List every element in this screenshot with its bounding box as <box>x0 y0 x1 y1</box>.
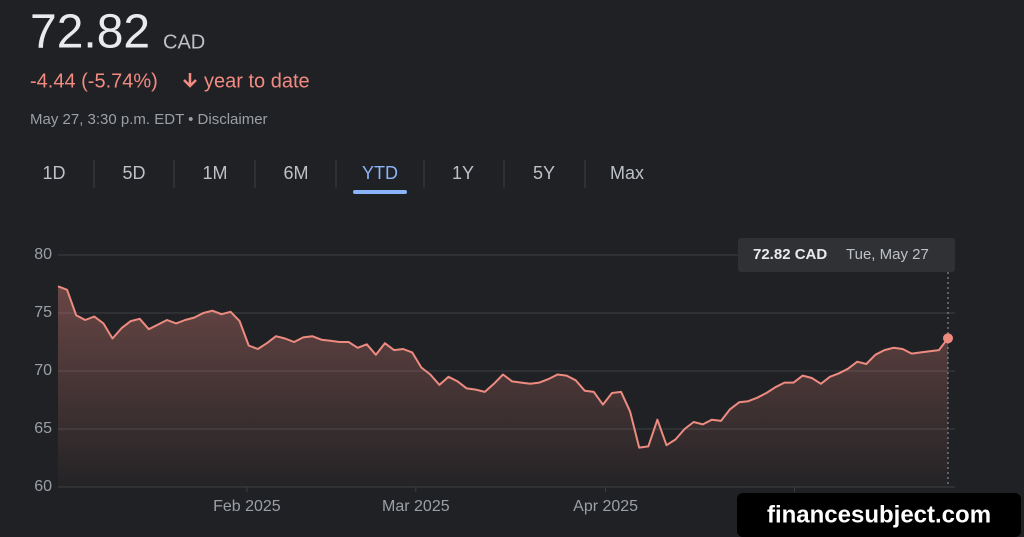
tab[interactable]: Max <box>610 163 644 183</box>
x-tick-label: Apr 2025 <box>573 498 638 515</box>
last-point <box>943 333 953 344</box>
tooltip-box <box>738 238 955 272</box>
tab[interactable]: 5D <box>122 163 145 183</box>
period: year to date <box>204 70 310 92</box>
tab[interactable]: 5Y <box>533 163 555 183</box>
down-arrow <box>183 73 197 88</box>
change: -4.44 (-5.74%) <box>30 70 158 92</box>
price-line <box>57 285 949 449</box>
tab[interactable]: 1Y <box>452 163 474 183</box>
watermark: financesubject.com <box>767 501 991 528</box>
x-tick-label: Feb 2025 <box>213 498 281 515</box>
y-tick-label: 60 <box>34 478 52 495</box>
tooltip: 72.82 CAD Tue, May 27 <box>738 238 955 272</box>
tab-underline <box>353 190 407 194</box>
tab[interactable]: 1D <box>42 163 65 183</box>
tooltip-date: Tue, May 27 <box>846 246 929 263</box>
tooltip-price: 72.82 CAD <box>753 246 827 263</box>
timestamp: May 27, 3:30 p.m. EDT • Disclaimer <box>30 111 268 128</box>
area <box>58 286 948 487</box>
y-tick-label: 65 <box>34 420 52 437</box>
tab[interactable]: 1M <box>202 163 227 183</box>
price: 72.82 <box>30 6 150 59</box>
tab-bar: 1D 5D 1M 6M YTD 1Y 5Y Max <box>42 160 644 194</box>
currency: CAD <box>163 31 205 53</box>
tab[interactable]: 6M <box>283 163 308 183</box>
tab[interactable]: YTD <box>362 163 398 183</box>
y-tick-label: 70 <box>34 362 52 379</box>
x-tick-label: Mar 2025 <box>382 498 450 515</box>
y-tick-label: 80 <box>34 246 52 263</box>
watermark-box <box>737 493 1021 537</box>
y-tick-label: 75 <box>34 304 52 321</box>
